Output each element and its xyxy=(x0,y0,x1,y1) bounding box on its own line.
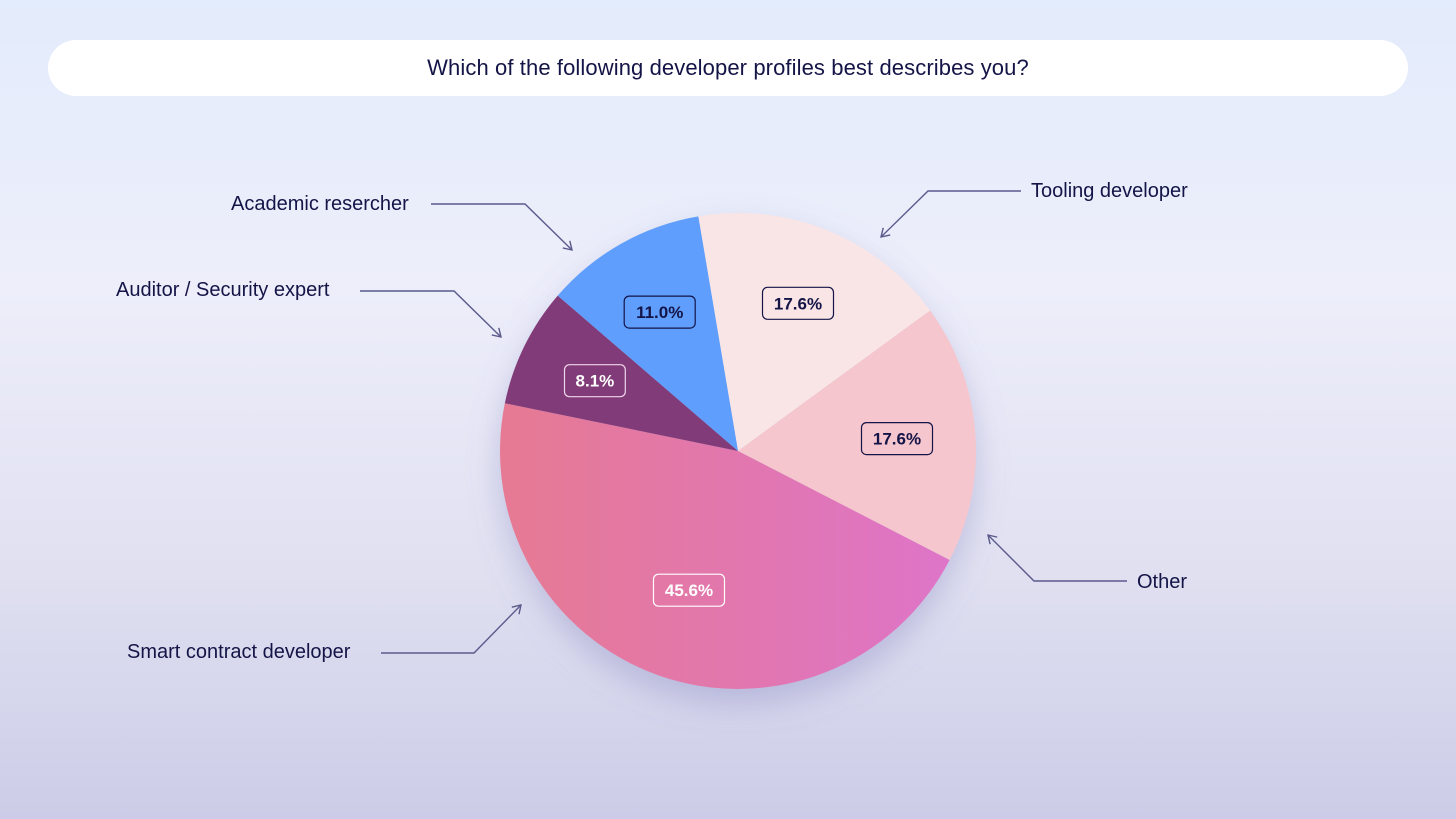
value-label: 17.6% xyxy=(761,286,835,320)
pie-slices xyxy=(500,212,976,689)
svg-text:17.6%: 17.6% xyxy=(873,430,921,449)
callout-arrow-icon xyxy=(360,290,502,338)
callout-label: Smart contract developer xyxy=(127,641,351,663)
callout-arrow-icon xyxy=(880,190,1021,238)
value-label: 17.6% xyxy=(860,422,934,456)
callout-label: Academic resercher xyxy=(231,193,409,215)
pie-slice-other xyxy=(738,310,976,560)
callout-label: Auditor / Security expert xyxy=(116,279,330,301)
callout-label: Tooling developer xyxy=(1031,180,1188,202)
value-label: 11.0% xyxy=(623,295,696,329)
value-label: 8.1% xyxy=(563,364,626,398)
callout-arrows xyxy=(360,190,1127,654)
pie-slice-smart-contract-developer xyxy=(500,403,950,689)
svg-text:17.6%: 17.6% xyxy=(774,294,822,313)
pie-slice-auditor-security-expert xyxy=(504,295,738,451)
question-title: Which of the following developer profile… xyxy=(427,55,1029,80)
value-label: 45.6% xyxy=(652,573,726,607)
question-title-bar: Which of the following developer profile… xyxy=(48,40,1408,96)
callout-arrow-icon xyxy=(987,534,1127,582)
callout-label: Other xyxy=(1137,571,1188,593)
pie-slice-academic-resercher xyxy=(557,216,738,451)
svg-text:11.0%: 11.0% xyxy=(636,303,683,322)
callout-arrow-icon xyxy=(381,604,522,654)
callout-arrow-icon xyxy=(431,203,573,251)
pie-value-labels: 17.6% 17.6% 45.6% 8.1% 11.0% xyxy=(563,286,934,607)
pie-slice-tooling-developer xyxy=(698,212,931,451)
svg-text:45.6%: 45.6% xyxy=(665,581,713,600)
svg-text:8.1%: 8.1% xyxy=(576,372,615,391)
